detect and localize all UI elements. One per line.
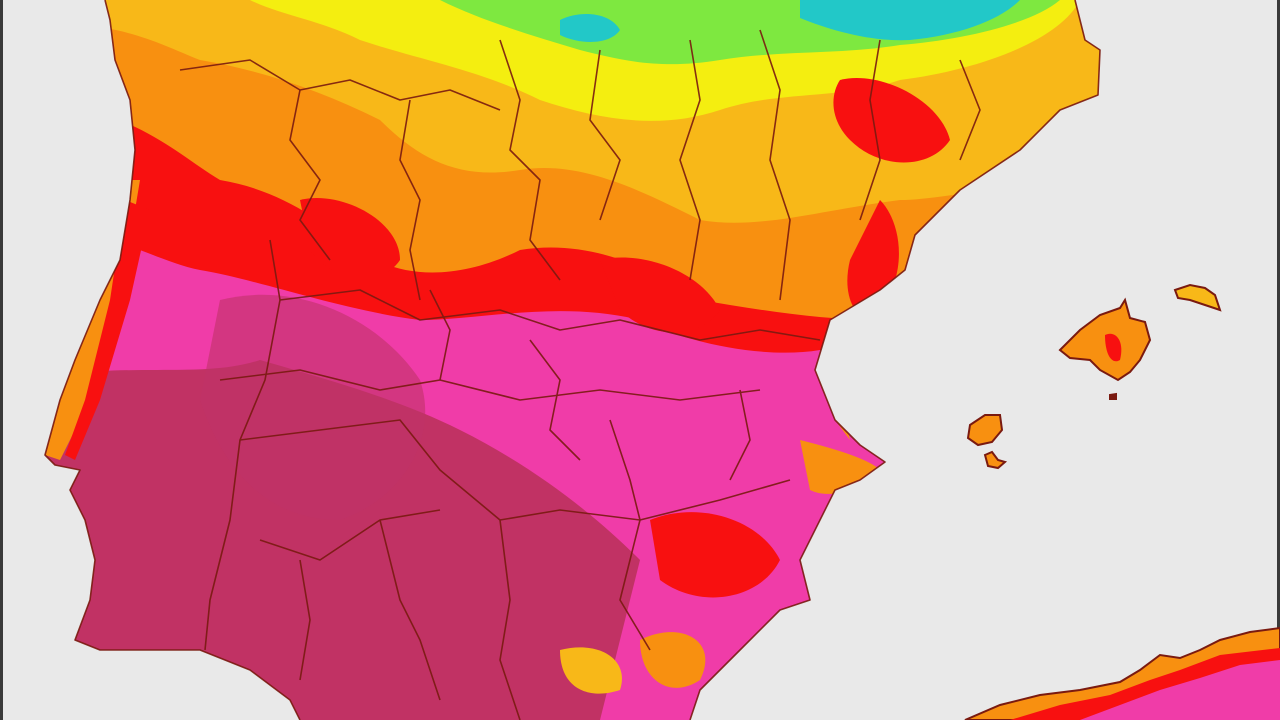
left-frame-border: [0, 0, 3, 720]
mallorca: [1058, 297, 1152, 382]
right-frame-border: [1277, 0, 1280, 720]
province-borders: [44, 0, 1101, 720]
balearic-islands: [966, 283, 1222, 470]
ibiza: [966, 414, 1004, 447]
north-africa-coast: [964, 626, 1280, 720]
menorca: [1173, 283, 1222, 312]
formentera: [983, 450, 1008, 470]
